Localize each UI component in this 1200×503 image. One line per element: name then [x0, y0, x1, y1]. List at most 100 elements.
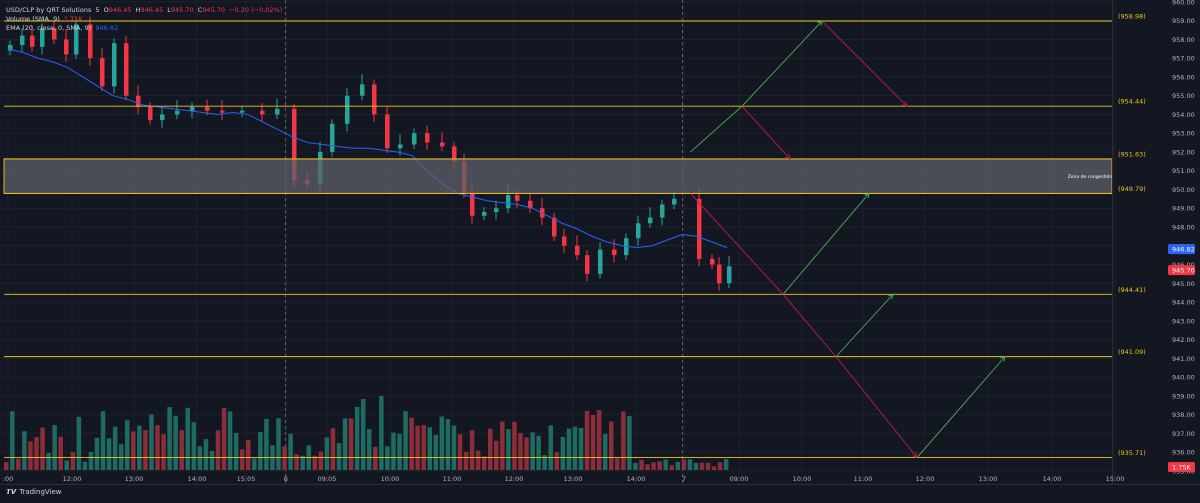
volume-bar [276, 418, 281, 470]
candle-body [52, 28, 57, 40]
open-value: 946.45 [108, 6, 132, 14]
volume-bar [723, 459, 729, 470]
volume-bar [161, 434, 166, 470]
volume-bar [191, 422, 197, 470]
chart-canvas[interactable]: Zona de congestión (958.98) (954.44) (951.6… [0, 0, 1200, 484]
ema-legend[interactable]: EMA (20, close, 0, SMA, 9) 946.82 [6, 24, 118, 33]
volume-bar [318, 451, 324, 470]
volume-bar [373, 446, 378, 470]
price-tick: 940.00 [1172, 374, 1195, 382]
level-label: (944.41) [1118, 286, 1146, 294]
candle-body [160, 114, 165, 121]
price-tick: 936.00 [1172, 449, 1195, 457]
price-tick: 959.00 [1172, 17, 1195, 25]
volume-bar [252, 458, 257, 470]
candle-body [20, 35, 25, 46]
volume-bar [500, 421, 505, 470]
candle-body [136, 95, 141, 107]
volume-bar [554, 452, 560, 470]
projection-up-head [1000, 355, 1006, 362]
price-tick: 944.00 [1172, 299, 1195, 307]
volume-bar [76, 416, 82, 470]
candle-body [240, 110, 245, 113]
symbol-name[interactable]: USD/CLP by QRT Solutions [6, 6, 92, 14]
candle-body [74, 24, 79, 55]
candle-body [30, 35, 35, 47]
volume-bar [342, 418, 348, 470]
volume-bar [52, 425, 57, 470]
volume-bar [348, 418, 354, 470]
volume-legend[interactable]: Volume (SMA, 9) 1.75K [6, 15, 83, 24]
volume-bar [64, 460, 69, 470]
candle-body [528, 200, 533, 209]
volume-bar [530, 432, 535, 470]
high-value: 946.45 [140, 6, 164, 14]
candle-body [112, 43, 117, 87]
volume-bar [112, 426, 118, 470]
interval-label: 5 [95, 6, 100, 14]
projection-up-head [888, 293, 894, 300]
time-tick: 7 [682, 475, 686, 483]
candle-body [175, 110, 180, 115]
time-tick: 12:00 [505, 475, 524, 483]
open-label: O [103, 6, 109, 14]
volume-bar [82, 461, 88, 470]
candle-body [40, 28, 45, 47]
time-tick: 14:00 [627, 475, 646, 483]
change-value: −0.20 (−0.02%) [229, 6, 283, 14]
volume-bar [233, 432, 239, 470]
volume-bar [475, 450, 481, 470]
time-tick: 12:00 [63, 475, 82, 483]
volume-bar [173, 415, 178, 470]
price-tick: 956.00 [1172, 73, 1195, 81]
volume-bar [711, 466, 717, 470]
candle-body [452, 146, 457, 162]
volume-bar [512, 421, 517, 470]
time-tick: 15:00 [1106, 475, 1125, 483]
volume-bar [4, 462, 9, 470]
candle-body [124, 43, 129, 96]
volume-bar [657, 461, 662, 470]
level-label: (958.98) [1118, 13, 1146, 21]
volume-bar [693, 462, 699, 470]
projection-up [835, 294, 894, 357]
projection-down-head [785, 153, 791, 160]
volume-bar [367, 429, 372, 470]
projection-down-head [912, 452, 918, 459]
candle-body [598, 249, 603, 274]
time-tick: 12:00 [916, 475, 935, 483]
candle-body [412, 133, 417, 145]
candle-body [205, 106, 210, 111]
candle-body [515, 195, 520, 201]
candle-body [552, 217, 557, 237]
candle-body [660, 204, 665, 218]
volume-bar [451, 425, 457, 470]
projection-down [821, 20, 908, 107]
price-tick: 941.00 [1172, 355, 1195, 363]
volume-bar [282, 446, 287, 470]
volume-bar [258, 431, 263, 470]
candle-body [190, 106, 195, 111]
price-tick: 939.00 [1172, 392, 1195, 400]
low-label: L [167, 6, 171, 14]
volume-bar [439, 416, 445, 470]
volume-bar [627, 416, 632, 470]
volume-bar [34, 437, 39, 470]
time-tick: 10:00 [381, 475, 400, 483]
volume-bar [385, 446, 390, 470]
projection-down [741, 105, 791, 160]
candle-body [220, 110, 225, 113]
volume-bar [633, 463, 638, 470]
candle-body [88, 24, 93, 59]
price-label: 946.82 [1172, 246, 1195, 254]
volume-bar [149, 414, 154, 470]
volume-bar [70, 452, 76, 470]
candle-body [717, 264, 722, 284]
volume-bar [209, 450, 215, 470]
volume-bar [137, 425, 142, 470]
tradingview-logo[interactable]: 𝙏𝙑 TradingView [6, 488, 62, 496]
volume-bar [185, 407, 190, 470]
volume-bar [239, 449, 245, 470]
volume-bar [300, 455, 305, 470]
volume-bar [409, 417, 414, 470]
